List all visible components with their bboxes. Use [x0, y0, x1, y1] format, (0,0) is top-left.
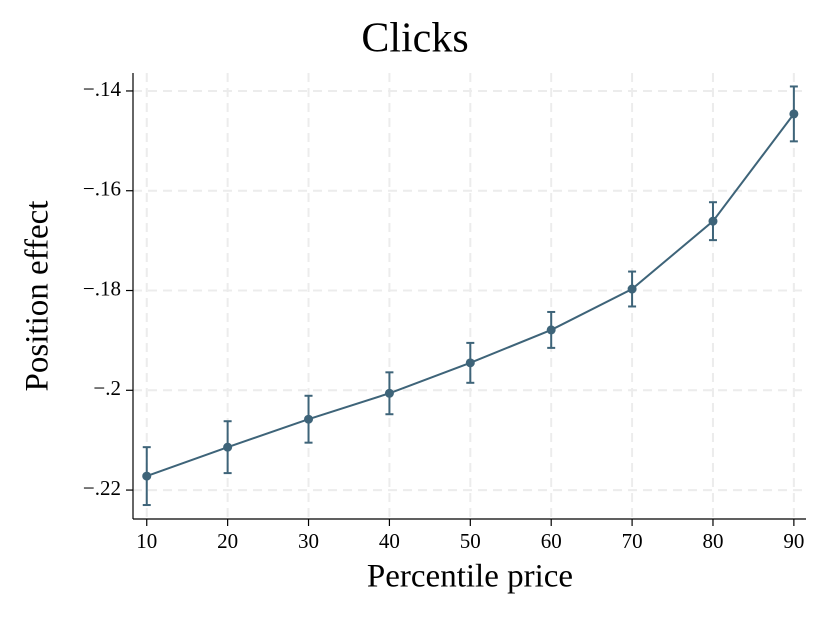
x-tick-label: 10 — [136, 529, 157, 553]
point — [708, 216, 718, 226]
y-tick-label: −.16 — [83, 177, 121, 201]
point — [142, 471, 152, 481]
x-tick-label: 30 — [298, 529, 319, 553]
x-tick-label: 70 — [622, 529, 643, 553]
point — [384, 388, 394, 398]
point — [789, 109, 799, 119]
y-axis-label: Position effect — [20, 201, 56, 392]
x-axis-label: Percentile price — [367, 559, 573, 595]
point — [304, 414, 314, 424]
x-tick-label: 80 — [702, 529, 723, 553]
x-tick-label: 50 — [460, 529, 481, 553]
y-tick-label: −.2 — [93, 376, 121, 400]
y-tick-label: −.18 — [83, 276, 121, 300]
point — [546, 325, 556, 335]
y-tick-label: −.14 — [83, 77, 122, 101]
point — [465, 358, 475, 368]
point — [627, 284, 637, 294]
point — [223, 442, 233, 452]
x-tick-label: 40 — [379, 529, 400, 553]
x-tick-label: 20 — [217, 529, 238, 553]
x-tick-label: 90 — [783, 529, 804, 553]
x-tick-label: 60 — [541, 529, 562, 553]
chart-title: Clicks — [361, 16, 468, 62]
y-tick-label: −.22 — [83, 476, 121, 500]
